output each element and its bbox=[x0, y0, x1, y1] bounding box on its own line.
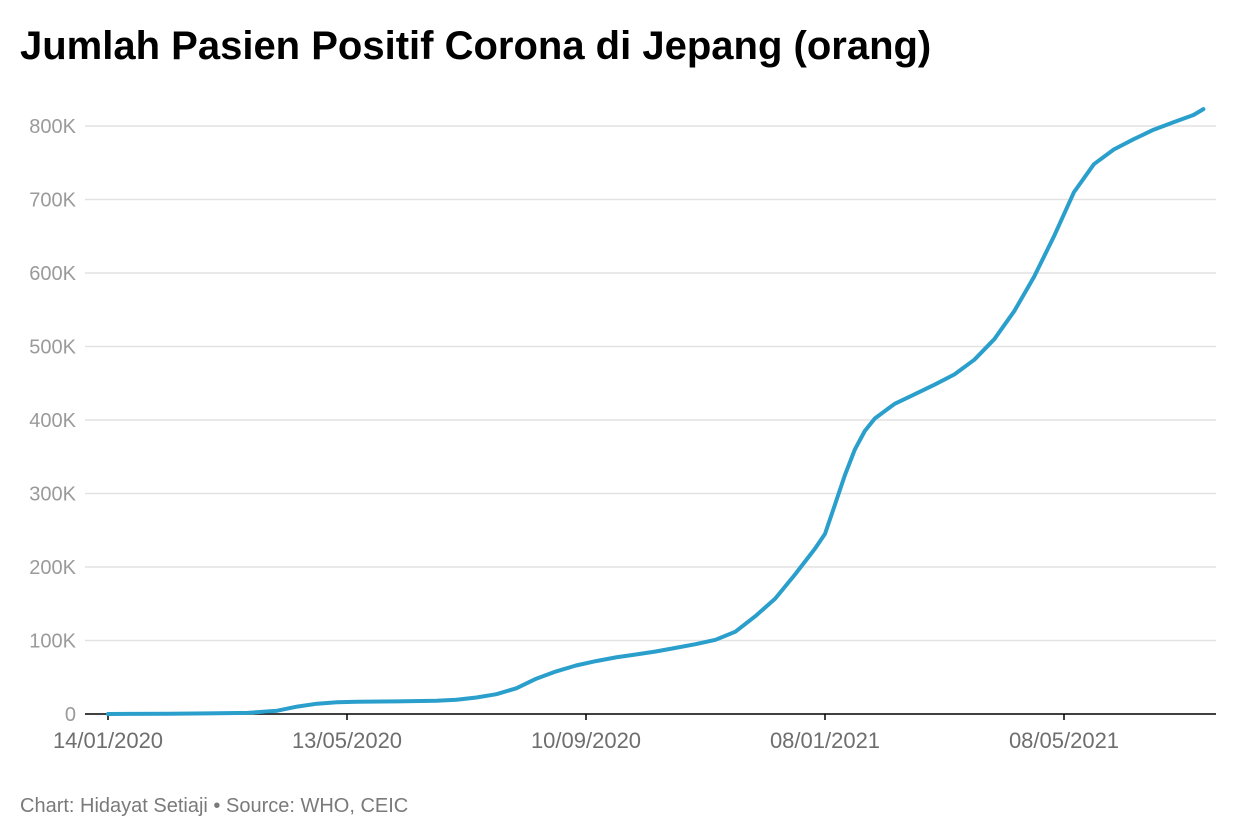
grid-lines bbox=[85, 125, 1216, 642]
y-tick-label: 500K bbox=[29, 337, 76, 359]
x-tick-label: 14/01/2020 bbox=[53, 728, 163, 753]
y-tick-label: 200K bbox=[29, 557, 76, 579]
line-chart: 0 100K 200K 300K 400K 500K 600K 700K 800K 14/01/… bbox=[29, 107, 1216, 753]
x-tick-label: 08/01/2021 bbox=[770, 728, 880, 753]
y-tick-label: 700K bbox=[29, 190, 76, 212]
chart-source-footer: Chart: Hidayat Setiaji • Source: WHO, CE… bbox=[20, 795, 409, 817]
y-tick-label: 600K bbox=[29, 263, 76, 285]
y-axis: 0 100K 200K 300K 400K 500K 600K 700K 800K bbox=[29, 116, 76, 726]
x-axis: 14/01/2020 13/05/2020 10/09/2020 08/01/2021… bbox=[53, 714, 1119, 753]
y-tick-label: 300K bbox=[29, 484, 76, 506]
x-tick-label: 13/05/2020 bbox=[292, 728, 402, 753]
y-tick-label: 400K bbox=[29, 410, 76, 432]
x-tick-label: 08/05/2021 bbox=[1009, 728, 1119, 753]
chart-title: Jumlah Pasien Positif Corona di Jepang (… bbox=[20, 24, 932, 68]
y-tick-label: 100K bbox=[29, 631, 76, 653]
y-tick-label: 800K bbox=[29, 116, 76, 138]
x-tick-label: 10/09/2020 bbox=[531, 728, 641, 753]
series-line bbox=[106, 107, 1206, 716]
y-tick-label: 0 bbox=[65, 704, 76, 726]
